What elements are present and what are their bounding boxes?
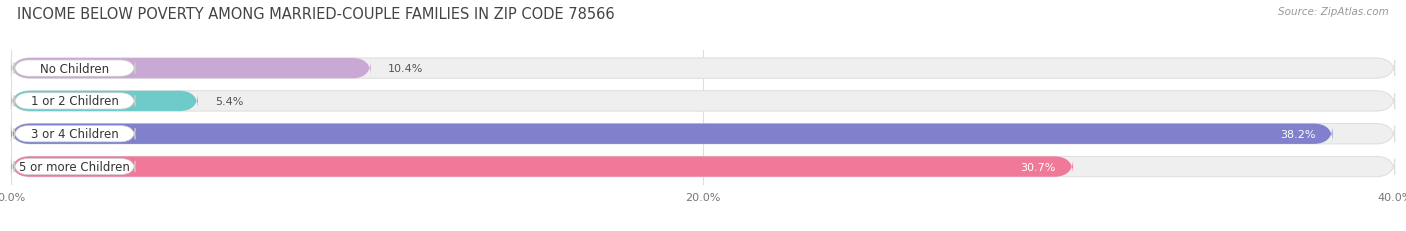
- FancyBboxPatch shape: [14, 61, 135, 77]
- Text: 1 or 2 Children: 1 or 2 Children: [31, 95, 118, 108]
- FancyBboxPatch shape: [11, 157, 1073, 177]
- Text: 10.4%: 10.4%: [388, 64, 423, 74]
- Text: 5.4%: 5.4%: [215, 97, 243, 106]
- Text: 5 or more Children: 5 or more Children: [20, 160, 129, 173]
- Text: Source: ZipAtlas.com: Source: ZipAtlas.com: [1278, 7, 1389, 17]
- FancyBboxPatch shape: [11, 91, 198, 112]
- FancyBboxPatch shape: [11, 157, 1395, 177]
- Text: No Children: No Children: [39, 62, 110, 75]
- FancyBboxPatch shape: [11, 59, 371, 79]
- FancyBboxPatch shape: [14, 159, 135, 175]
- Text: INCOME BELOW POVERTY AMONG MARRIED-COUPLE FAMILIES IN ZIP CODE 78566: INCOME BELOW POVERTY AMONG MARRIED-COUPL…: [17, 7, 614, 22]
- FancyBboxPatch shape: [11, 59, 1395, 79]
- FancyBboxPatch shape: [14, 93, 135, 109]
- FancyBboxPatch shape: [11, 91, 1395, 112]
- FancyBboxPatch shape: [11, 124, 1395, 144]
- Text: 30.7%: 30.7%: [1021, 162, 1056, 172]
- FancyBboxPatch shape: [14, 126, 135, 142]
- Text: 38.2%: 38.2%: [1279, 129, 1315, 139]
- FancyBboxPatch shape: [11, 124, 1333, 144]
- Text: 3 or 4 Children: 3 or 4 Children: [31, 128, 118, 141]
